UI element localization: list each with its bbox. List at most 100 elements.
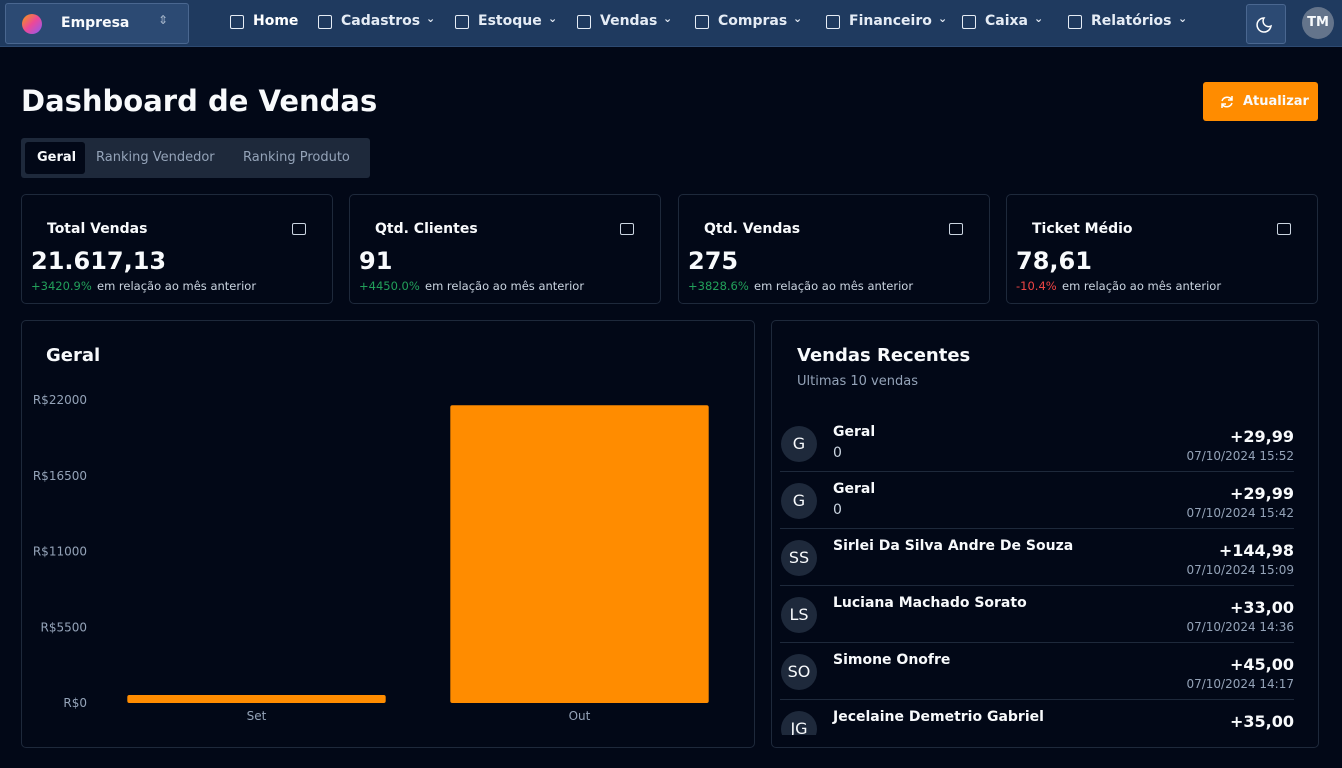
refresh-icon (1221, 96, 1233, 108)
theme-toggle[interactable] (1246, 4, 1286, 44)
bar (450, 405, 709, 703)
nav-label: Relatórios (1091, 13, 1172, 29)
nav-label: Vendas (600, 13, 658, 29)
card-value: 91 (359, 247, 393, 275)
chevron: ⌄ (938, 12, 948, 25)
sale-name: Geral (833, 481, 876, 497)
select-arrow: ⇕ (158, 13, 169, 27)
recent-list: G Geral 0 +29,99 07/10/2024 15:52 G Geral 0 +29,… (780, 415, 1294, 735)
chart-title: Geral (46, 345, 101, 366)
sale-amount: +29,99 (1229, 484, 1294, 503)
stat-card: Qtd. Clientes 91 +4450.0% em relação ao mês… (349, 194, 661, 304)
nav-label: Estoque (478, 13, 542, 29)
tab[interactable]: Ranking Vendedor (96, 150, 215, 165)
sale-detail: 0 (833, 445, 842, 461)
sale-row[interactable]: SO Simone Onofre +45,00 07/10/2024 14:17 (780, 643, 1294, 700)
sale-detail: 0 (833, 502, 842, 518)
y-tick-label: R$11000 (33, 545, 87, 559)
card-icon (292, 223, 306, 235)
nav-icon (1068, 15, 1082, 29)
chevron: ⌄ (793, 12, 803, 25)
nav-icon (826, 15, 840, 29)
sale-row[interactable]: LS Luciana Machado Sorato +33,00 07/10/2024… (780, 586, 1294, 643)
sale-row[interactable]: JG Jecelaine Demetrio Gabriel +35,00 (780, 700, 1294, 735)
nav-icon (455, 15, 469, 29)
tab[interactable]: Geral (37, 150, 77, 165)
refresh-label: Atualizar (1243, 94, 1309, 109)
x-tick-label: Set (247, 709, 267, 723)
card-note: em relação ao mês anterior (754, 279, 914, 293)
stat-card: Ticket Médio 78,61 -10.4% em relação ao mês… (1006, 194, 1318, 304)
sale-avatar: G (781, 426, 817, 462)
card-change: +3420.9% (31, 279, 92, 293)
nav-icon (230, 15, 244, 29)
y-tick-label: R$0 (63, 696, 87, 710)
company-name: Empresa (61, 15, 130, 31)
sale-name: Sirlei Da Silva Andre De Souza (833, 538, 1074, 554)
nav-label: Home (253, 13, 299, 29)
moon-icon (1256, 17, 1272, 33)
sale-avatar: SS (781, 540, 817, 576)
nav-label: Financeiro (849, 13, 932, 29)
active-tab-bg (25, 142, 85, 174)
tab[interactable]: Ranking Produto (243, 150, 350, 165)
sale-date: 07/10/2024 15:52 (1186, 449, 1294, 463)
sale-avatar: SO (781, 654, 817, 690)
tabs: Geral Ranking Vendedor Ranking Produto (21, 138, 370, 178)
nav-icon (695, 15, 709, 29)
logo (22, 14, 42, 34)
sale-name: Simone Onofre (833, 652, 951, 668)
sale-amount: +144,98 (1218, 541, 1294, 560)
sale-date: 07/10/2024 15:42 (1186, 506, 1294, 520)
sale-date: 07/10/2024 14:36 (1186, 620, 1294, 634)
chevron: ⌄ (548, 12, 558, 25)
refresh-button[interactable]: Atualizar (1203, 82, 1318, 121)
nav-icon (962, 15, 976, 29)
y-tick-label: R$22000 (33, 393, 87, 407)
card-change: +3828.6% (688, 279, 749, 293)
card-change: -10.4% (1016, 279, 1057, 293)
x-tick-label: Out (569, 709, 591, 723)
chevron: ⌄ (426, 12, 436, 25)
card-icon (620, 223, 634, 235)
y-tick-label: R$16500 (33, 469, 87, 483)
nav-label: Cadastros (341, 13, 421, 29)
card-title: Ticket Médio (1032, 221, 1133, 237)
card-title: Qtd. Vendas (704, 221, 801, 237)
card-note: em relação ao mês anterior (425, 279, 585, 293)
card-title: Total Vendas (47, 221, 148, 237)
chevron: ⌄ (663, 12, 673, 25)
nav-label: Caixa (985, 13, 1028, 29)
chevron: ⌄ (1178, 12, 1188, 25)
bar (127, 695, 386, 703)
sale-amount: +35,00 (1229, 712, 1294, 731)
sale-avatar: JG (781, 711, 817, 735)
card-title: Qtd. Clientes (375, 221, 478, 237)
stat-card: Qtd. Vendas 275 +3828.6% em relação ao mês … (678, 194, 990, 304)
sale-name: Geral (833, 424, 876, 440)
card-icon (949, 223, 963, 235)
avatar[interactable]: TM (1302, 7, 1334, 39)
sale-avatar: LS (781, 597, 817, 633)
y-tick-label: R$5500 (40, 620, 87, 634)
sale-row[interactable]: G Geral 0 +29,99 07/10/2024 15:42 (780, 472, 1294, 529)
stat-card: Total Vendas 21.617,13 +3420.9% em relação … (21, 194, 333, 304)
card-note: em relação ao mês anterior (1062, 279, 1222, 293)
card-value: 275 (688, 247, 739, 275)
page-title: Dashboard de Vendas (21, 84, 378, 118)
sale-date: 07/10/2024 14:17 (1186, 677, 1294, 691)
sale-amount: +29,99 (1229, 427, 1294, 446)
sale-name: Luciana Machado Sorato (833, 595, 1027, 611)
nav-icon (577, 15, 591, 29)
sale-row[interactable]: G Geral 0 +29,99 07/10/2024 15:52 (780, 415, 1294, 472)
nav-label: Compras (718, 13, 788, 29)
recent-panel: Vendas Recentes Ultimas 10 vendas G Geral… (771, 320, 1319, 748)
card-note: em relação ao mês anterior (97, 279, 257, 293)
company-select[interactable]: Empresa ⇕ (5, 3, 189, 44)
sale-amount: +33,00 (1229, 598, 1294, 617)
sale-avatar: G (781, 483, 817, 519)
card-value: 78,61 (1016, 247, 1092, 275)
chevron: ⌄ (1034, 12, 1044, 25)
nav-bar: Empresa ⇕ Home Cadastros ⌄ Estoque ⌄ Vendas ⌄ C… (0, 0, 1342, 47)
sale-row[interactable]: SS Sirlei Da Silva Andre De Souza +144,98 0… (780, 529, 1294, 586)
